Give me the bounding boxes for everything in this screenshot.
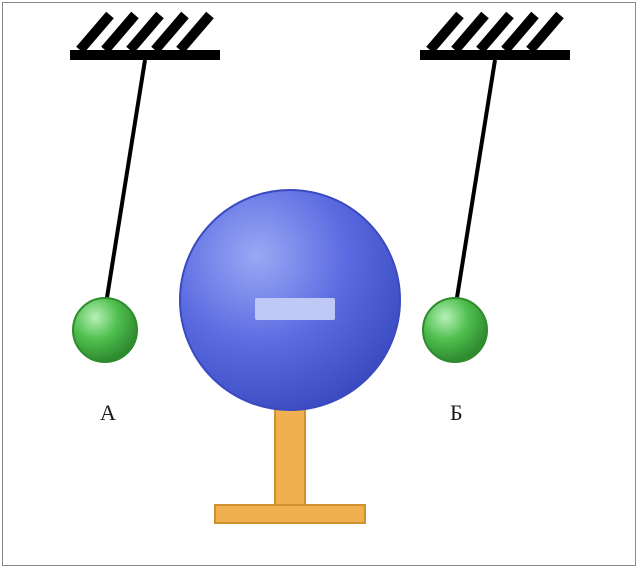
ball-left xyxy=(73,298,137,362)
ball-right xyxy=(423,298,487,362)
label-a: A xyxy=(100,400,116,426)
minus-icon xyxy=(255,298,335,320)
diagram-frame: A Б xyxy=(0,0,638,568)
ceiling-left xyxy=(70,15,220,60)
diagram-svg xyxy=(0,0,638,568)
string-left xyxy=(105,60,145,310)
label-b: Б xyxy=(450,400,463,426)
central-sphere xyxy=(180,190,400,410)
stand xyxy=(215,405,365,523)
ceiling-right xyxy=(420,15,570,60)
string-right xyxy=(455,60,495,310)
